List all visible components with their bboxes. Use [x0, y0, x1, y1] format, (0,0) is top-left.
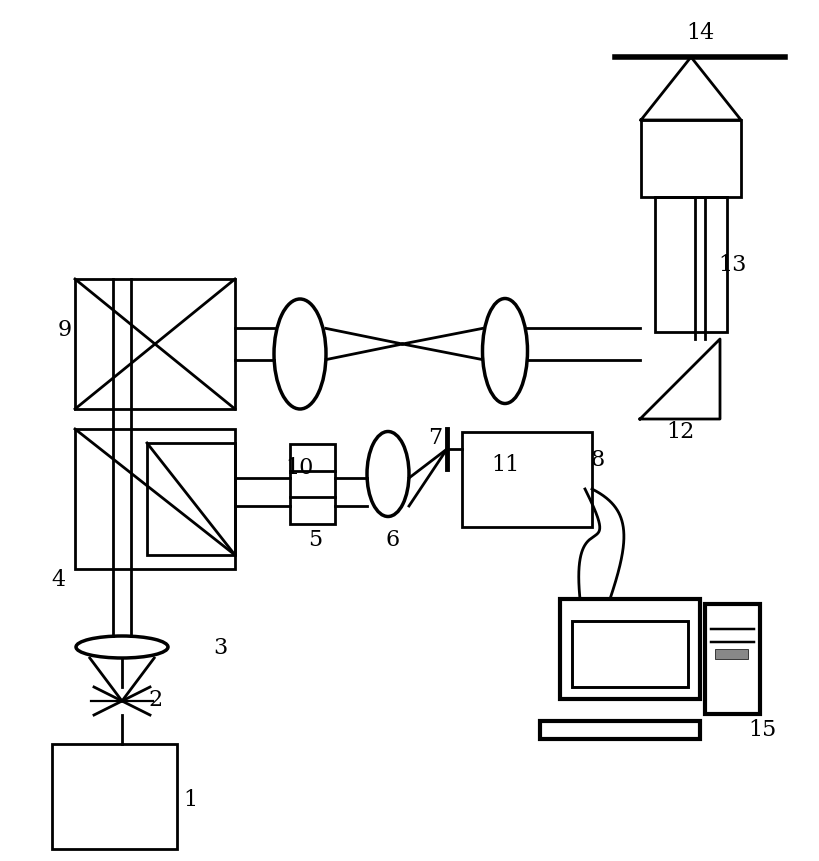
- Text: 8: 8: [590, 449, 604, 470]
- Text: 13: 13: [718, 254, 746, 276]
- Bar: [290, 444, 335, 524]
- Bar: [704, 604, 759, 714]
- Bar: [714, 649, 747, 660]
- Bar: [147, 443, 235, 555]
- Bar: [572, 622, 687, 687]
- Bar: [75, 280, 235, 410]
- Text: 2: 2: [147, 688, 162, 710]
- Text: 10: 10: [286, 456, 314, 479]
- Bar: [52, 744, 177, 849]
- Bar: [654, 198, 726, 332]
- Text: 7: 7: [428, 426, 441, 449]
- Text: 9: 9: [58, 319, 72, 341]
- Bar: [540, 722, 699, 739]
- Text: 12: 12: [665, 420, 693, 443]
- Text: 15: 15: [747, 718, 775, 740]
- Text: 4: 4: [51, 568, 65, 591]
- Bar: [559, 599, 699, 699]
- Text: 14: 14: [685, 22, 713, 44]
- Text: 1: 1: [183, 788, 197, 810]
- Bar: [640, 121, 740, 198]
- Text: 5: 5: [308, 529, 322, 550]
- Text: 11: 11: [491, 454, 518, 475]
- Bar: [461, 432, 591, 528]
- Text: 3: 3: [213, 636, 227, 659]
- Bar: [75, 430, 235, 569]
- Text: 6: 6: [386, 529, 400, 550]
